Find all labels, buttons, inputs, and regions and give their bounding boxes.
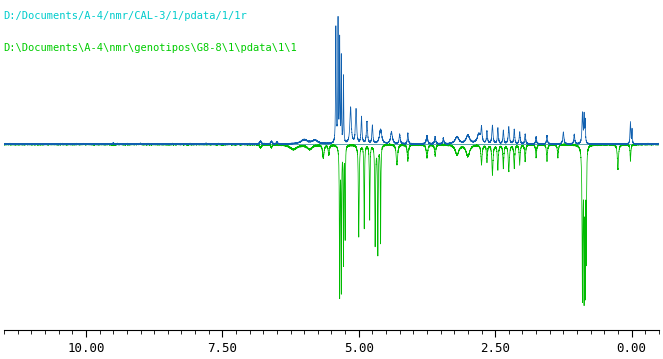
Text: D:\Documents\A-4\nmr\genotipos\G8-8\1\pdata\1\1: D:\Documents\A-4\nmr\genotipos\G8-8\1\pd… (3, 43, 297, 53)
Text: D:/Documents/A-4/nmr/CAL-3/1/pdata/1/1r: D:/Documents/A-4/nmr/CAL-3/1/pdata/1/1r (3, 11, 247, 21)
